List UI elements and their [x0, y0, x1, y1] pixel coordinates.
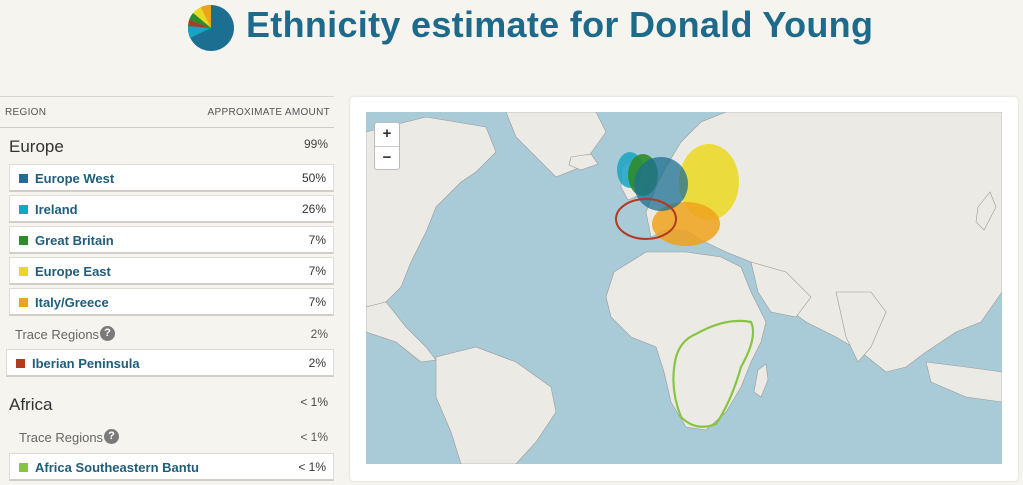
item-percent: 7% [308, 233, 326, 247]
land-central-america [366, 301, 437, 363]
list-item-europe-west[interactable]: Europe West 50% [9, 164, 334, 192]
item-label: Ireland [35, 202, 78, 217]
item-label: Europe East [35, 264, 111, 279]
trace-label: Trace Regions [15, 327, 100, 342]
map-canvas [366, 112, 1002, 464]
color-swatch [19, 267, 28, 276]
overlay-europe-west [634, 157, 688, 211]
land-iceland [568, 153, 599, 171]
world-map[interactable]: + − [366, 112, 1002, 464]
item-label: Great Britain [35, 233, 114, 248]
region-europe: Europe 99% [0, 129, 334, 159]
table-header: REGION APPROXIMATE AMOUNT [0, 96, 334, 128]
color-swatch [19, 174, 28, 183]
overlay-africa-southeastern-bantu [672, 319, 755, 428]
zoom-control: + − [374, 122, 400, 170]
list-item-ireland[interactable]: Ireland 26% [9, 195, 334, 223]
land-japan [975, 191, 997, 231]
item-label: Italy/Greece [35, 295, 109, 310]
map-card: + − [350, 97, 1018, 481]
page-header: Ethnicity estimate for Donald Young [0, 0, 1023, 60]
land-greenland [505, 112, 607, 178]
item-percent: 26% [301, 202, 326, 216]
item-percent: 7% [308, 295, 326, 309]
column-amount: APPROXIMATE AMOUNT [207, 107, 330, 118]
item-label: Africa Southeastern Bantu [35, 460, 199, 475]
help-icon[interactable]: ? [100, 326, 115, 341]
trace-regions-europe: Trace Regions ? 2% [15, 323, 334, 347]
land-madagascar [753, 363, 769, 398]
region-name: Africa [9, 395, 53, 414]
list-item-great-britain[interactable]: Great Britain 7% [9, 226, 334, 254]
land-india [835, 291, 887, 363]
list-item-iberian-peninsula[interactable]: Iberian Peninsula 2% [6, 349, 334, 377]
page-title: Ethnicity estimate for Donald Young [246, 4, 874, 45]
region-name: Europe [9, 137, 64, 156]
region-africa: Africa < 1% [0, 387, 334, 417]
color-swatch [16, 359, 25, 368]
item-percent: 2% [308, 356, 326, 370]
help-icon[interactable]: ? [104, 429, 119, 444]
region-percent: 99% [303, 137, 328, 151]
column-region: REGION [5, 107, 47, 118]
trace-label: Trace Regions [19, 430, 104, 445]
trace-regions-africa: Trace Regions ? < 1% [19, 426, 334, 450]
overlay-italy-greece [652, 202, 720, 246]
item-percent: < 1% [298, 460, 326, 474]
region-percent: < 1% [300, 395, 328, 409]
list-item-italy-greece[interactable]: Italy/Greece 7% [9, 288, 334, 316]
land-indonesia [925, 361, 1002, 403]
zoom-in-button[interactable]: + [375, 123, 399, 147]
ethnicity-table: REGION APPROXIMATE AMOUNT Europe 99% Eur… [0, 96, 340, 485]
item-percent: 50% [301, 171, 326, 185]
overlay-iberian-peninsula [615, 198, 677, 240]
item-percent: 7% [308, 264, 326, 278]
pie-chart-icon [188, 5, 234, 51]
trace-percent: 2% [310, 327, 328, 341]
trace-percent: < 1% [300, 430, 328, 444]
item-label: Europe West [35, 171, 115, 186]
color-swatch [19, 463, 28, 472]
list-item-europe-east[interactable]: Europe East 7% [9, 257, 334, 285]
color-swatch [19, 205, 28, 214]
land-south-america [435, 346, 557, 464]
list-item-africa-southeastern-bantu[interactable]: Africa Southeastern Bantu < 1% [9, 453, 334, 481]
item-label: Iberian Peninsula [32, 356, 140, 371]
land-arabia [750, 261, 812, 318]
color-swatch [19, 236, 28, 245]
zoom-out-button[interactable]: − [382, 149, 392, 166]
overlay-europe-east [679, 144, 739, 220]
color-swatch [19, 298, 28, 307]
